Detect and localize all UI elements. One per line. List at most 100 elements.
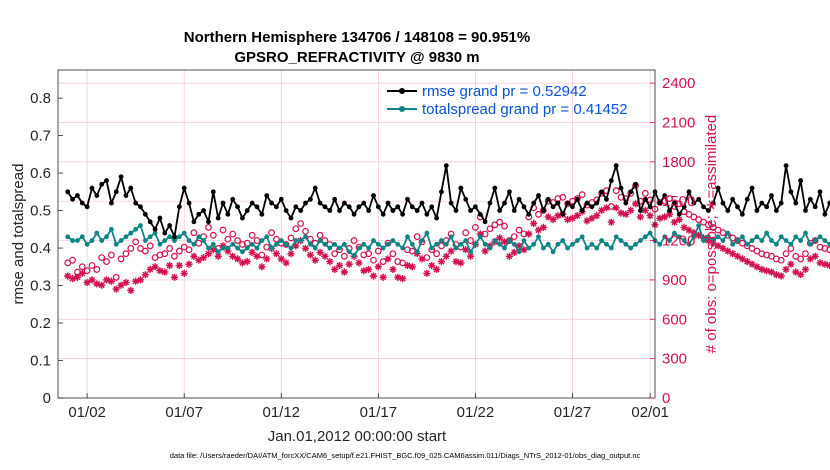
- totalspread-point: [419, 238, 425, 243]
- totalspread-point: [429, 245, 435, 251]
- obs-possible-point: [486, 225, 494, 233]
- totalspread-point: [477, 234, 483, 240]
- rmse-point: [788, 189, 794, 195]
- totalspread-point: [570, 241, 575, 247]
- obs-assimilated-point: [777, 272, 785, 280]
- rmse-point: [710, 200, 716, 206]
- rmse-point: [584, 200, 590, 206]
- obs-possible-point: [510, 233, 518, 241]
- obs-assimilated-point: [709, 239, 717, 247]
- rmse-point: [550, 204, 556, 210]
- obs-assimilated-point: [801, 265, 810, 273]
- totalspread-point: [341, 241, 347, 247]
- rmse-point: [817, 189, 823, 195]
- obs-possible-point: [146, 242, 154, 250]
- obs-assimilated-point: [394, 273, 402, 281]
- rmse-point: [380, 211, 386, 217]
- obs-possible-point: [69, 256, 76, 264]
- rmse-point: [191, 219, 197, 225]
- totalspread-point: [735, 238, 740, 243]
- obs-assimilated-point: [792, 268, 800, 276]
- obs-assimilated-point: [554, 212, 562, 220]
- obs-assimilated-point: [408, 263, 416, 271]
- obs-assimilated-point: [161, 268, 169, 276]
- obs-possible-point: [297, 220, 305, 227]
- y-tick-label: 0.3: [30, 278, 51, 295]
- rmse-point: [638, 208, 643, 213]
- totalspread-point: [75, 238, 80, 243]
- rmse-point: [351, 211, 357, 217]
- obs-possible-point: [248, 231, 256, 239]
- totalspread-point: [788, 241, 794, 247]
- obs-possible-point: [612, 187, 620, 195]
- totalspread-point: [497, 241, 503, 247]
- rmse-point: [152, 226, 158, 232]
- rmse-point: [264, 193, 270, 198]
- rmse-point: [613, 163, 619, 168]
- rmse-point: [798, 178, 804, 183]
- rmse-point: [803, 208, 808, 213]
- y-right-axis-label: # of obs: o=possible; ∗=assimilated: [703, 115, 720, 354]
- obs-assimilated-point: [510, 248, 518, 256]
- obs-assimilated-point: [437, 258, 445, 266]
- rmse-point: [667, 208, 672, 213]
- totalspread-point: [613, 234, 619, 240]
- obs-possible-point: [141, 247, 149, 255]
- rmse-point: [482, 219, 488, 225]
- totalspread-point: [380, 245, 386, 251]
- totalspread-point: [803, 230, 808, 236]
- rmse-point: [764, 204, 770, 210]
- legend-rmse-label: rmse grand pr = 0.52942: [422, 83, 587, 100]
- obs-assimilated-point: [646, 212, 654, 220]
- rmse-point: [647, 204, 653, 210]
- totalspread-point: [366, 245, 372, 251]
- y-right-tick-label: 600: [662, 311, 687, 328]
- obs-assimilated-point: [335, 261, 344, 270]
- totalspread-point: [560, 238, 566, 243]
- obs-assimilated-point: [195, 256, 203, 264]
- totalspread-point: [215, 249, 221, 255]
- rmse-point: [773, 208, 779, 213]
- rmse-point: [487, 200, 493, 206]
- totalspread-point: [623, 241, 629, 247]
- obs-assimilated-point: [753, 263, 761, 271]
- y-right-tick-label: 2100: [662, 114, 695, 131]
- obs-assimilated-point: [170, 273, 179, 281]
- obs-assimilated-point: [122, 278, 130, 287]
- rmse-point: [468, 208, 473, 213]
- chart-subtitle: GPSRO_REFRACTIVITY @ 9830 m: [234, 49, 479, 66]
- rmse-point: [502, 200, 507, 206]
- rmse-point: [696, 196, 702, 202]
- obs-possible-point: [641, 189, 649, 197]
- rmse-point: [181, 185, 187, 191]
- totalspread-point: [492, 238, 498, 243]
- obs-assimilated-point: [287, 250, 295, 258]
- obs-possible-point: [219, 226, 227, 234]
- obs-assimilated-point: [607, 218, 615, 226]
- rmse-point: [555, 200, 561, 206]
- totalspread-point: [453, 245, 459, 251]
- totalspread-point: [506, 238, 512, 243]
- rmse-point: [405, 196, 410, 202]
- totalspread-point: [346, 249, 352, 255]
- obs-assimilated-point: [690, 229, 698, 237]
- totalspread-point: [744, 241, 750, 247]
- legend-rmse-marker: [399, 88, 405, 94]
- obs-possible-point: [117, 255, 125, 263]
- obs-assimilated-point: [811, 252, 819, 260]
- obs-assimilated-point: [525, 230, 533, 238]
- totalspread-point: [186, 238, 192, 243]
- rmse-point: [366, 208, 372, 213]
- rmse-point: [579, 208, 585, 213]
- rmse-point: [118, 174, 124, 180]
- obs-possible-point: [666, 195, 673, 202]
- obs-assimilated-point: [602, 204, 611, 212]
- rmse-point: [506, 189, 512, 195]
- obs-assimilated-point: [724, 247, 732, 255]
- obs-assimilated-point: [180, 269, 188, 277]
- totalspread-point: [817, 234, 823, 240]
- obs-assimilated-point: [209, 246, 217, 254]
- obs-assimilated-point: [666, 210, 674, 218]
- obs-possible-point: [438, 242, 445, 250]
- rmse-point: [201, 208, 207, 213]
